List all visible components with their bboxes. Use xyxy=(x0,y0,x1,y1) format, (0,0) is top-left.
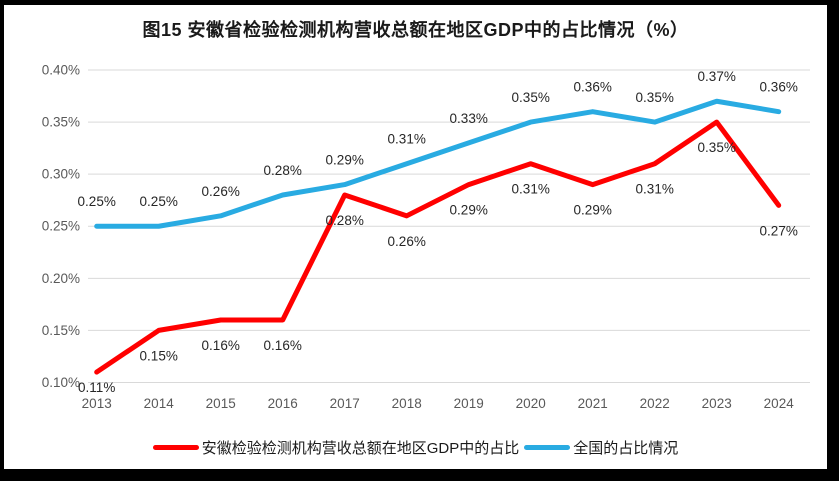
y-axis-tick-label: 0.30% xyxy=(42,167,80,182)
chart-title: 图15 安徽省检验检测机构营收总额在地区GDP中的占比情况（%） xyxy=(142,20,689,40)
data-label: 0.16% xyxy=(264,338,302,353)
legend-line-red-icon xyxy=(152,445,199,450)
data-label: 0.33% xyxy=(450,111,488,126)
y-axis-tick-label: 0.10% xyxy=(42,375,80,390)
legend-item-anhui: 安徽检验检测机构营收总额在地区GDP中的占比 xyxy=(152,437,520,458)
y-axis-tick-label: 0.15% xyxy=(42,323,80,338)
x-axis-tick-label: 2017 xyxy=(330,396,360,411)
data-label: 0.29% xyxy=(450,203,488,218)
x-axis-tick-label: 2015 xyxy=(206,396,236,411)
data-label: 0.31% xyxy=(512,182,550,197)
data-label: 0.15% xyxy=(140,348,178,363)
x-axis-tick-label: 2019 xyxy=(454,396,484,411)
data-label: 0.29% xyxy=(574,203,612,218)
y-axis-tick-label: 0.40% xyxy=(42,63,80,78)
legend-label-anhui: 安徽检验检测机构营收总额在地区GDP中的占比 xyxy=(201,440,520,457)
line-chart: 0.40% 0.35% 0.30% 0.25% 0.20% 0.15% 0.10%2013 2… xyxy=(42,63,810,411)
data-label: 0.25% xyxy=(78,194,116,209)
data-label: 0.31% xyxy=(636,182,674,197)
series-line xyxy=(94,98,782,229)
data-label: 0.37% xyxy=(698,69,736,84)
x-axis-tick-label: 2022 xyxy=(640,396,670,411)
series-line xyxy=(94,119,782,375)
legend-line-blue-icon xyxy=(524,445,571,450)
data-label: 0.11% xyxy=(78,380,115,395)
data-label: 0.16% xyxy=(202,338,240,353)
legend-item-national: 全国的占比情况 xyxy=(524,437,678,458)
data-label: 0.28% xyxy=(326,213,364,228)
chart-frame: 图15 安徽省检验检测机构营收总额在地区GDP中的占比情况（%） 0.40% 0.… xyxy=(4,5,827,469)
data-label: 0.36% xyxy=(760,80,798,95)
x-axis-tick-label: 2013 xyxy=(82,396,112,411)
data-label: 0.35% xyxy=(636,90,674,105)
data-label: 0.35% xyxy=(512,90,550,105)
legend-label-national: 全国的占比情况 xyxy=(573,440,679,457)
x-axis-tick-label: 2016 xyxy=(268,396,298,411)
data-label: 0.26% xyxy=(388,234,426,249)
y-axis-tick-label: 0.20% xyxy=(42,271,80,286)
x-axis-tick-label: 2023 xyxy=(702,396,732,411)
data-label: 0.35% xyxy=(698,140,736,155)
x-axis-tick-label: 2014 xyxy=(144,396,175,411)
x-axis-tick-label: 2024 xyxy=(764,396,795,411)
data-label: 0.36% xyxy=(574,80,612,95)
x-axis-tick-label: 2018 xyxy=(392,396,422,411)
chart-legend: 安徽检验检测机构营收总额在地区GDP中的占比 全国的占比情况 xyxy=(4,437,827,458)
x-axis-tick-label: 2021 xyxy=(578,396,608,411)
data-label: 0.29% xyxy=(326,153,364,168)
data-label: 0.28% xyxy=(264,163,302,178)
data-label: 0.31% xyxy=(388,132,426,147)
data-label: 0.27% xyxy=(760,223,798,238)
data-label: 0.26% xyxy=(202,184,240,199)
y-axis-tick-label: 0.35% xyxy=(42,115,80,130)
data-label: 0.25% xyxy=(140,194,178,209)
y-axis-tick-label: 0.25% xyxy=(42,219,80,234)
x-axis-tick-label: 2020 xyxy=(516,396,546,411)
